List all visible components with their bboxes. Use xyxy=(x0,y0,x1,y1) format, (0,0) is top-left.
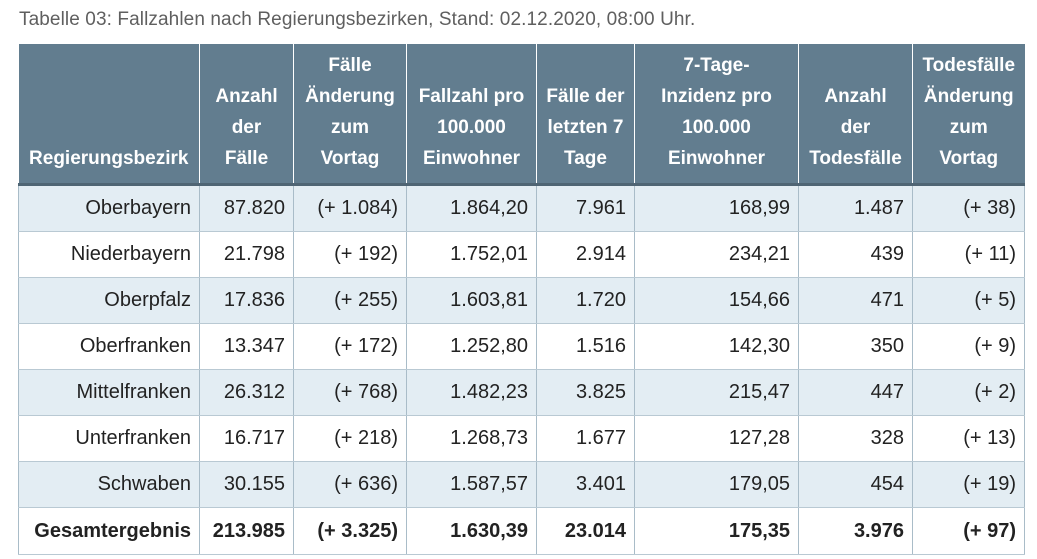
table-cell: 1.268,73 xyxy=(406,415,537,462)
table-cell: 1.252,80 xyxy=(406,323,537,370)
header-anzahl-faelle: Anzahl der Fälle xyxy=(199,44,294,186)
table-cell: 3.825 xyxy=(536,369,635,416)
table-cell: 21.798 xyxy=(199,231,294,278)
table-cell: 215,47 xyxy=(634,369,799,416)
table-cell: (+ 97) xyxy=(912,507,1025,555)
table-cell: 168,99 xyxy=(634,184,799,232)
table-cell: Oberbayern xyxy=(18,184,200,232)
table-cell: (+ 768) xyxy=(293,369,407,416)
table-cell: (+ 2) xyxy=(912,369,1025,416)
table-cell: 1.603,81 xyxy=(406,277,537,324)
case-table: Regierungsbezirk Anzahl der Fälle Fälle Änd… xyxy=(18,44,1025,555)
table-cell: (+ 38) xyxy=(912,184,1025,232)
table-cell: 23.014 xyxy=(536,507,635,555)
table-cell: (+ 218) xyxy=(293,415,407,462)
table-cell: (+ 19) xyxy=(912,461,1025,508)
header-anzahl-todesfaelle: Anzahl der Todesfälle xyxy=(798,44,913,186)
table-row: Oberfranken 13.347 (+ 172) 1.252,80 1.51… xyxy=(18,323,1025,370)
table-row: Unterfranken 16.717 (+ 218) 1.268,73 1.6… xyxy=(18,415,1025,462)
table-cell: (+ 172) xyxy=(293,323,407,370)
table-cell: 179,05 xyxy=(634,461,799,508)
table-cell: 17.836 xyxy=(199,277,294,324)
table-cell: 1.587,57 xyxy=(406,461,537,508)
table-caption: Tabelle 03: Fallzahlen nach Regierungsbe… xyxy=(19,9,696,30)
table-cell: Oberpfalz xyxy=(18,277,200,324)
header-faelle-aenderung: Fälle Änderung zum Vortag xyxy=(293,44,407,186)
table-cell: 16.717 xyxy=(199,415,294,462)
table-cell: Mittelfranken xyxy=(18,369,200,416)
table-cell: 213.985 xyxy=(199,507,294,555)
table-cell: 3.401 xyxy=(536,461,635,508)
table-cell: 1.752,01 xyxy=(406,231,537,278)
table-cell: 328 xyxy=(798,415,913,462)
table-cell: Niederbayern xyxy=(18,231,200,278)
table-cell: 127,28 xyxy=(634,415,799,462)
table-cell: 13.347 xyxy=(199,323,294,370)
table-cell: 7.961 xyxy=(536,184,635,232)
table-row: Niederbayern 21.798 (+ 192) 1.752,01 2.9… xyxy=(18,231,1025,278)
table-cell: (+ 636) xyxy=(293,461,407,508)
table-cell: Oberfranken xyxy=(18,323,200,370)
table-cell: 454 xyxy=(798,461,913,508)
table-cell: 1.516 xyxy=(536,323,635,370)
header-7-tage-inzidenz: 7-Tage- Inzidenz pro 100.000 Einwohner xyxy=(634,44,799,186)
table-row: Oberpfalz 17.836 (+ 255) 1.603,81 1.720 … xyxy=(18,277,1025,324)
table-cell: 447 xyxy=(798,369,913,416)
table-cell: 30.155 xyxy=(199,461,294,508)
table-row: Oberbayern 87.820 (+ 1.084) 1.864,20 7.9… xyxy=(18,184,1025,232)
table-cell: (+ 1.084) xyxy=(293,184,407,232)
header-faelle-7-tage: Fälle der letzten 7 Tage xyxy=(536,44,635,186)
table-cell: 350 xyxy=(798,323,913,370)
table-cell: (+ 9) xyxy=(912,323,1025,370)
table-cell: 3.976 xyxy=(798,507,913,555)
table-cell: 175,35 xyxy=(634,507,799,555)
table-cell: 1.630,39 xyxy=(406,507,537,555)
table-cell: (+ 192) xyxy=(293,231,407,278)
table-row: Schwaben 30.155 (+ 636) 1.587,57 3.401 1… xyxy=(18,461,1025,508)
table-cell: (+ 5) xyxy=(912,277,1025,324)
table-cell: 439 xyxy=(798,231,913,278)
table-cell: 1.487 xyxy=(798,184,913,232)
table-cell: (+ 11) xyxy=(912,231,1025,278)
table-cell: 154,66 xyxy=(634,277,799,324)
table-cell: (+ 255) xyxy=(293,277,407,324)
table-cell: 234,21 xyxy=(634,231,799,278)
table-cell: 142,30 xyxy=(634,323,799,370)
table-cell: 1.720 xyxy=(536,277,635,324)
table-cell: 1.482,23 xyxy=(406,369,537,416)
table-cell: Gesamtergebnis xyxy=(18,507,200,555)
table-cell: (+ 13) xyxy=(912,415,1025,462)
table-cell: 1.677 xyxy=(536,415,635,462)
table-cell: 1.864,20 xyxy=(406,184,537,232)
table-cell: (+ 3.325) xyxy=(293,507,407,555)
header-fallzahl-pro-100000: Fallzahl pro 100.000 Einwohner xyxy=(406,44,537,186)
table-cell: 87.820 xyxy=(199,184,294,232)
header-row: Regierungsbezirk Anzahl der Fälle Fälle Änd… xyxy=(18,44,1025,186)
table-cell: 26.312 xyxy=(199,369,294,416)
table-cell: Unterfranken xyxy=(18,415,200,462)
header-todesfaelle-aenderung: Todesfälle Änderung zum Vortag xyxy=(912,44,1025,186)
table-cell: Schwaben xyxy=(18,461,200,508)
table-cell: 2.914 xyxy=(536,231,635,278)
total-row: Gesamtergebnis 213.985 (+ 3.325) 1.630,3… xyxy=(18,507,1025,555)
table-cell: 471 xyxy=(798,277,913,324)
table-row: Mittelfranken 26.312 (+ 768) 1.482,23 3.… xyxy=(18,369,1025,416)
header-regierungsbezirk: Regierungsbezirk xyxy=(18,44,200,186)
